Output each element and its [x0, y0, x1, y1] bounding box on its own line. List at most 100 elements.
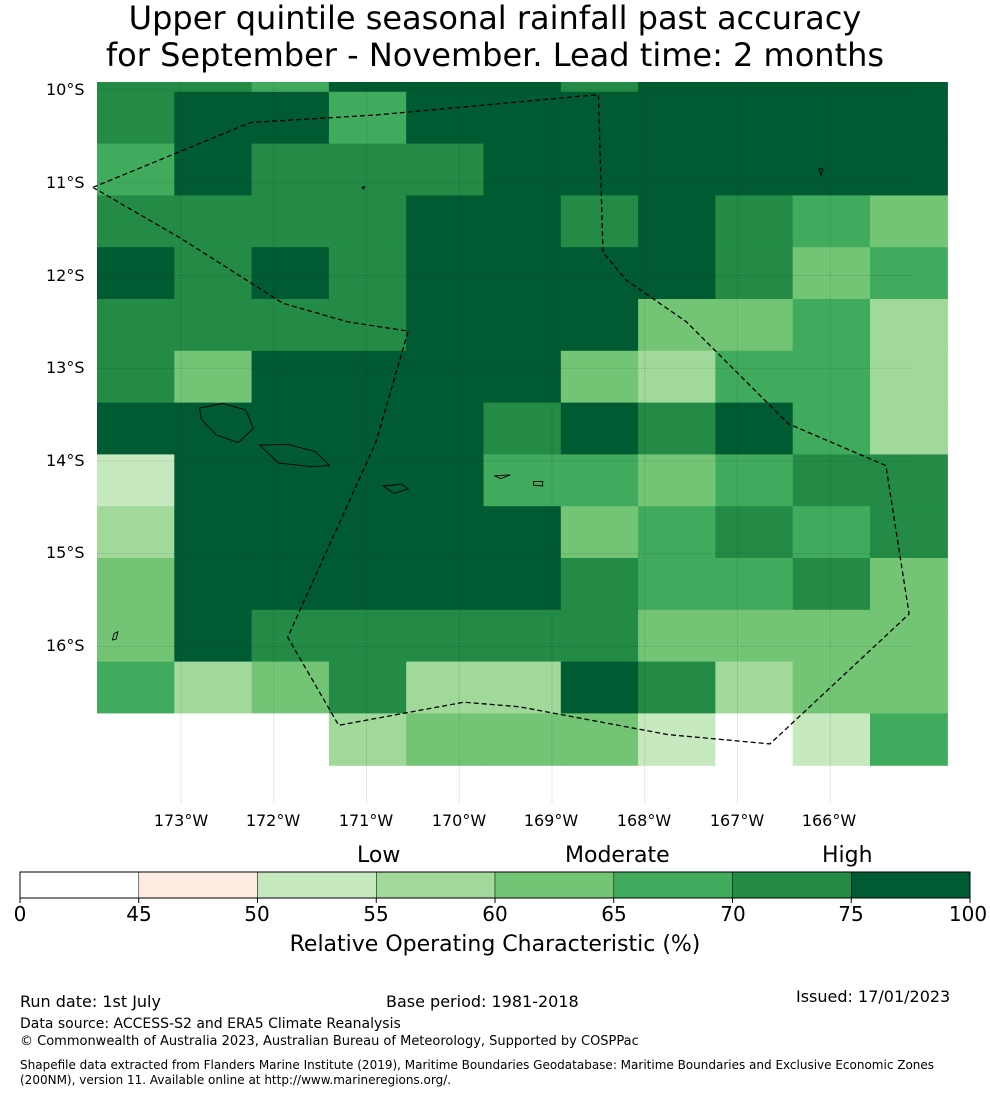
grid-cell [97, 350, 175, 404]
grid-cell [638, 661, 716, 714]
island-outline [533, 480, 544, 487]
grid-cell [638, 91, 716, 145]
copyright: © Commonwealth of Australia 2023, Austra… [20, 1034, 639, 1049]
legend-tick-60: 60 [482, 902, 508, 926]
grid-cell [870, 350, 948, 404]
grid-cell [870, 299, 948, 352]
legend-category-high: High [822, 843, 873, 868]
island-outline [818, 168, 824, 177]
legend-tick-50: 50 [244, 902, 270, 926]
grid-cell [638, 558, 716, 611]
grid-cell [638, 82, 716, 93]
grid-cell [251, 82, 330, 93]
grid-cell [483, 402, 562, 455]
grid-cell [715, 506, 794, 559]
grid-cell [174, 402, 253, 455]
grid-cell [792, 91, 871, 145]
grid-cell [792, 299, 871, 352]
grid-cell [715, 82, 794, 93]
grid-cell [792, 247, 871, 300]
grid-cell [328, 661, 407, 714]
grid-cell [715, 402, 794, 455]
grid-cell [715, 661, 794, 714]
grid-cell [406, 609, 485, 663]
grid-cell [715, 454, 794, 507]
grid-cell [870, 402, 948, 455]
grid-cell [328, 402, 407, 455]
legend-colorbar [19, 871, 971, 903]
grid-cell [97, 558, 175, 611]
grid-cell [406, 195, 485, 248]
coastlines [111, 168, 824, 641]
grid-cell [251, 247, 330, 300]
island-outline [198, 403, 254, 444]
rainfall-grid [97, 82, 948, 766]
grid-cell [251, 91, 330, 145]
island-outline [258, 443, 331, 468]
grid-cell [483, 454, 562, 507]
grid-cell [174, 558, 253, 611]
legend-swatch [851, 871, 971, 899]
shapefile-credit-line-1: Shapefile data extracted from Flanders M… [20, 1058, 935, 1072]
grid-cell [174, 506, 253, 559]
grid-cell [483, 506, 562, 559]
grid-cell [870, 91, 948, 145]
grid-cell [715, 558, 794, 611]
grid-cell [174, 713, 253, 766]
island-outline [111, 630, 119, 641]
lat-label-12s: 12°S [46, 266, 85, 285]
grid-cell [870, 195, 948, 248]
grid-cell [328, 82, 407, 93]
grid-cell [328, 506, 407, 559]
legend-title: Relative Operating Characteristic (%) [289, 932, 701, 957]
grid-cell [483, 82, 562, 93]
legend-swatch [376, 871, 496, 899]
grid-cell [406, 454, 485, 507]
grid-cell [406, 558, 485, 611]
grid-cell [406, 713, 485, 766]
grid-cell [483, 91, 562, 145]
grid-cell [638, 350, 716, 404]
legend-swatch [494, 871, 615, 899]
grid-cell [560, 609, 639, 663]
grid-cell [328, 195, 407, 248]
grid-cell [870, 143, 948, 196]
lon-label-173w: 173°W [153, 811, 209, 830]
grid-cell [406, 506, 485, 559]
grid-cell [870, 454, 948, 507]
grid-cell [406, 143, 485, 196]
grid-cell [251, 454, 330, 507]
grid-cell [174, 195, 253, 248]
lat-label-11s: 11°S [46, 173, 85, 192]
legend-tick-100: 100 [948, 902, 988, 926]
grid-cell [870, 713, 948, 766]
grid-cell [792, 713, 871, 766]
lon-label-172w: 172°W [245, 811, 301, 830]
grid-cell [792, 609, 871, 663]
grid-cell [560, 402, 639, 455]
grid-cell [97, 506, 175, 559]
grid-cell [174, 299, 253, 352]
issued-date: Issued: 17/01/2023 [796, 987, 951, 1006]
grid-cell [251, 350, 330, 404]
legend-swatch [613, 871, 733, 899]
grid-cell [638, 143, 716, 196]
legend-tick-0: 0 [13, 902, 27, 926]
grid-cell [97, 82, 175, 93]
grid-cell [560, 350, 639, 404]
island-outline [494, 474, 511, 480]
grid-cell [870, 247, 948, 300]
grid-cell [483, 713, 562, 766]
grid-cell [251, 713, 330, 766]
grid-cell [174, 609, 253, 663]
grid-cell [638, 506, 716, 559]
grid-cell [638, 454, 716, 507]
grid-cell [560, 454, 639, 507]
grid-cell [251, 558, 330, 611]
grid-cell [792, 402, 871, 455]
grid-cell [328, 247, 407, 300]
grid-cell [638, 299, 716, 352]
grid-cell [638, 609, 716, 663]
grid-cell [97, 661, 175, 714]
grid-cell [328, 350, 407, 404]
